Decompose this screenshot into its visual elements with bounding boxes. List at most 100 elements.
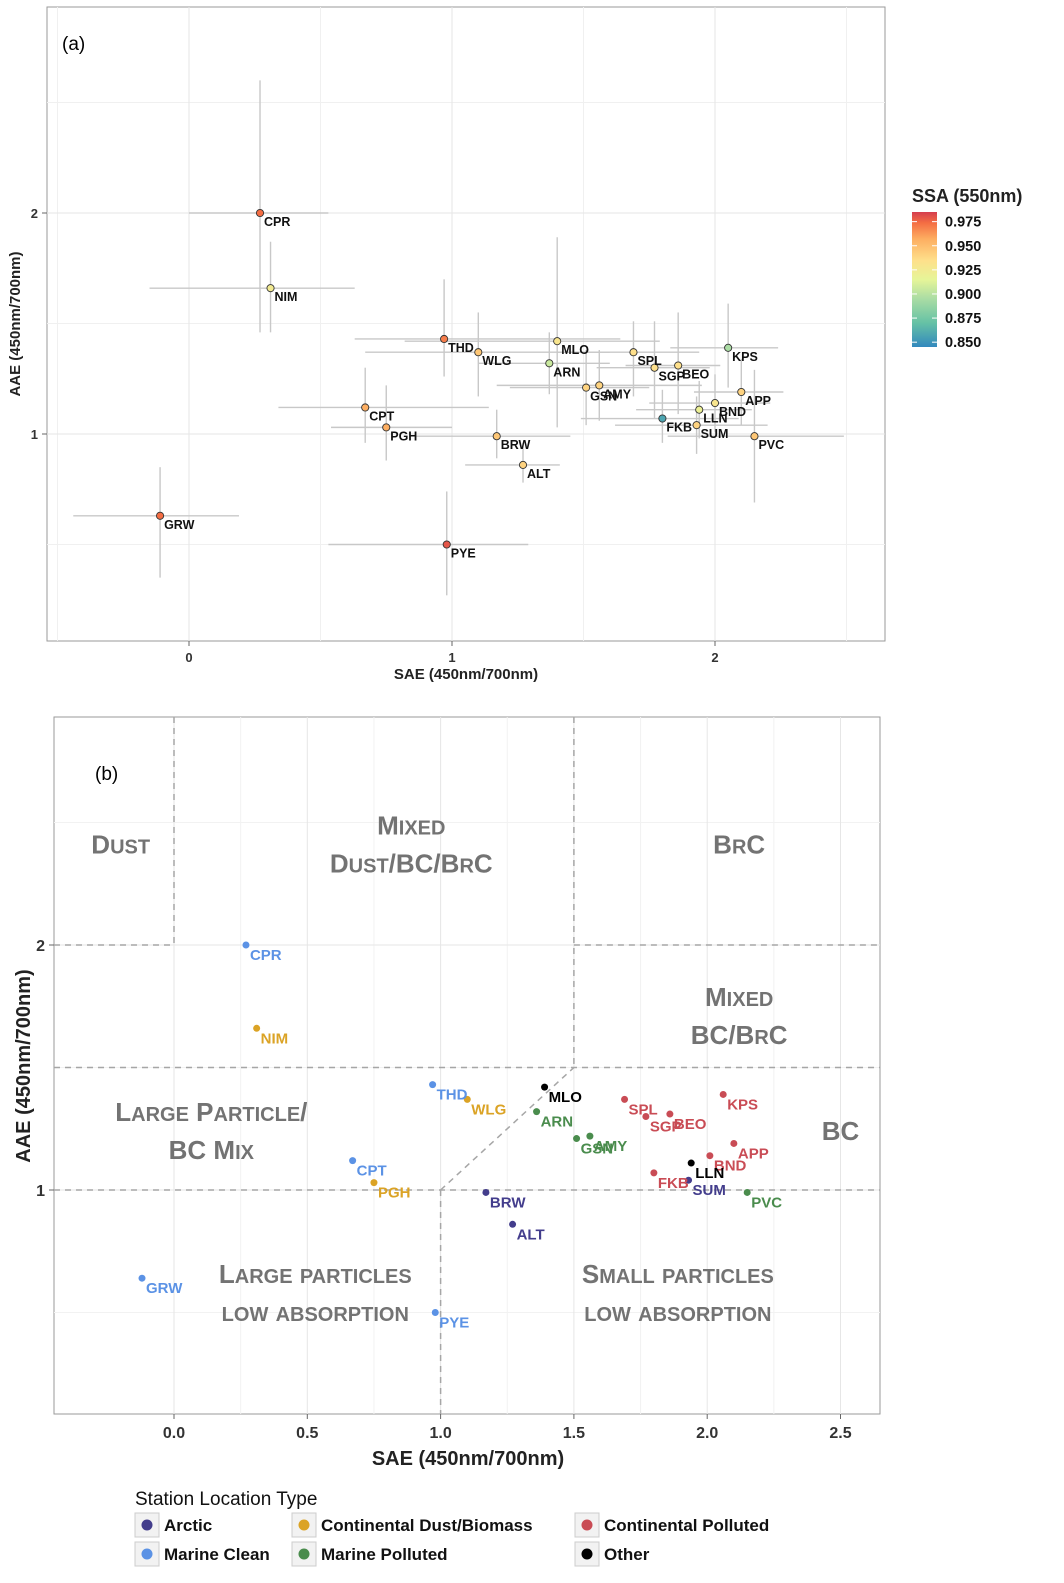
station-point-app	[730, 1139, 738, 1147]
panel-b-x-tick-label: 1.5	[563, 1425, 585, 1442]
point-wlg	[474, 348, 483, 357]
region-3: MIXED BC/BRC	[691, 982, 788, 1050]
legend-swatch	[581, 1548, 593, 1560]
station-legend-entries: Arctic Continental Dust/Biomass Continenta…	[134, 1512, 769, 1567]
station-label-sgp: SGP	[650, 1119, 682, 1136]
region-label-line: BC/BRC	[691, 1020, 788, 1050]
station-point-lln	[687, 1159, 695, 1167]
point-brw	[492, 432, 501, 441]
point-gsn	[582, 383, 591, 392]
panel-a-x-axis-title: SAE (450nm/700nm)	[394, 666, 538, 683]
panel-b-y-tick-label: 2	[36, 938, 45, 955]
point-pvc	[750, 432, 759, 441]
colorbar-label: 0.875	[945, 311, 981, 327]
station-point-mlo	[541, 1083, 549, 1091]
station-label-amy: AMY	[594, 1138, 627, 1155]
point-label-cpr: CPR	[264, 215, 290, 229]
point-label-grw: GRW	[164, 518, 195, 532]
region-label-line: MIXED	[377, 811, 445, 841]
station-label-alt: ALT	[517, 1226, 545, 1243]
legend-swatch	[141, 1548, 153, 1560]
legend-swatch	[298, 1519, 310, 1531]
region-label-line: SMALL PARTICLES	[582, 1259, 774, 1289]
station-point-grw	[138, 1274, 146, 1282]
ssa-colorbar-ticks: 0.975 0.950 0.925 0.900 0.875 0.850	[912, 215, 981, 351]
region-1: MIXED DUST/BC/BRC	[330, 811, 493, 879]
point-cpt	[361, 403, 370, 412]
legend-swatch	[581, 1519, 593, 1531]
panel-a-points	[156, 208, 759, 549]
panel-a-point-labels: CPRNIMTHDWLGMLOARNGSNAMYSPLSGPBEOKPSAPPB…	[164, 215, 784, 561]
station-label-cpt: CPT	[357, 1163, 387, 1180]
station-label-beo: BEO	[674, 1116, 707, 1133]
point-thd	[440, 334, 449, 344]
point-label-wlg: WLG	[482, 354, 511, 368]
station-point-arn	[533, 1108, 541, 1116]
point-label-app: APP	[745, 394, 771, 408]
region-label-line: BC	[822, 1116, 860, 1146]
region-2: BRC	[713, 830, 765, 860]
legend-entry-arctic: Arctic	[134, 1512, 212, 1538]
colorbar-label: 0.900	[945, 287, 981, 303]
station-label-brw: BRW	[490, 1194, 526, 1211]
point-label-cpt: CPT	[369, 409, 394, 423]
legend-label: Continental Dust/Biomass	[321, 1516, 533, 1535]
point-label-thd: THD	[448, 341, 474, 355]
region-5: BC	[822, 1116, 860, 1146]
station-point-brw	[482, 1188, 490, 1196]
station-label-thd: THD	[437, 1087, 468, 1104]
station-point-gsn	[573, 1135, 581, 1143]
panel-b-y-tick-label: 1	[36, 1183, 45, 1200]
point-arn	[545, 359, 554, 368]
point-grw	[156, 511, 165, 520]
point-label-fkb: FKB	[666, 421, 692, 435]
legend-label: Marine Clean	[164, 1545, 270, 1564]
station-point-fkb	[650, 1169, 658, 1177]
panel-b-label: (b)	[95, 764, 118, 785]
legend-entry-other: Other	[574, 1541, 650, 1567]
station-label-nim: NIM	[261, 1030, 289, 1047]
panel-b-chart: DUST MIXED DUST/BC/BRC BRC MIXED BC/BRC LARGE …	[13, 716, 881, 1567]
colorbar-label: 0.850	[945, 335, 981, 351]
region-label-line: LOW ABSORPTION	[222, 1297, 409, 1327]
point-label-bnd: BND	[719, 405, 746, 419]
point-app	[737, 387, 746, 397]
panel-a-x-tick-label: 1	[448, 650, 455, 665]
point-label-nim: NIM	[275, 290, 298, 304]
legend-entry-marine-polluted: Marine Polluted	[291, 1541, 448, 1567]
point-beo	[674, 361, 683, 370]
panel-b-region-labels: DUST MIXED DUST/BC/BRC BRC MIXED BC/BRC LARGE …	[91, 811, 860, 1327]
region-label-line: DUST	[91, 830, 150, 860]
legend-entry-marine-clean: Marine Clean	[134, 1541, 270, 1567]
point-alt	[518, 460, 528, 469]
point-label-pvc: PVC	[758, 438, 784, 452]
station-label-pgh: PGH	[378, 1185, 411, 1202]
region-label-line: LARGE PARTICLE/	[115, 1097, 307, 1127]
region-0: DUST	[91, 830, 150, 860]
point-lln	[695, 405, 704, 414]
station-label-kps: KPS	[727, 1096, 758, 1113]
panel-a-x-tick-label: 2	[711, 650, 718, 665]
ssa-legend-title: SSA (550nm)	[912, 186, 1022, 206]
station-point-spl	[621, 1095, 629, 1103]
legend-swatch	[141, 1519, 153, 1531]
point-sgp	[650, 363, 659, 372]
panel-b-x-tick-label: 1.0	[429, 1425, 451, 1442]
station-point-wlg	[463, 1095, 471, 1103]
panel-b-x-axis-title: SAE (450nm/700nm)	[372, 1448, 564, 1470]
legend-label: Other	[604, 1545, 650, 1564]
point-nim	[266, 284, 275, 293]
point-label-pye: PYE	[451, 547, 476, 561]
region-7: SMALL PARTICLES LOW ABSORPTION	[582, 1259, 774, 1326]
point-label-spl: SPL	[637, 354, 662, 368]
panel-a-y-axis-title: AAE (450nm/700nm)	[7, 251, 24, 396]
station-point-kps	[719, 1090, 727, 1098]
panel-b-plot-area	[53, 716, 881, 1415]
station-label-cpr: CPR	[250, 947, 282, 964]
panel-b-points	[138, 941, 751, 1316]
station-point-cpr	[242, 941, 250, 949]
ssa-colorbar-legend: SSA (550nm) 0.975 0.950 0.925 0.900 0.875 0.8…	[912, 186, 1022, 351]
point-label-brw: BRW	[501, 438, 531, 452]
